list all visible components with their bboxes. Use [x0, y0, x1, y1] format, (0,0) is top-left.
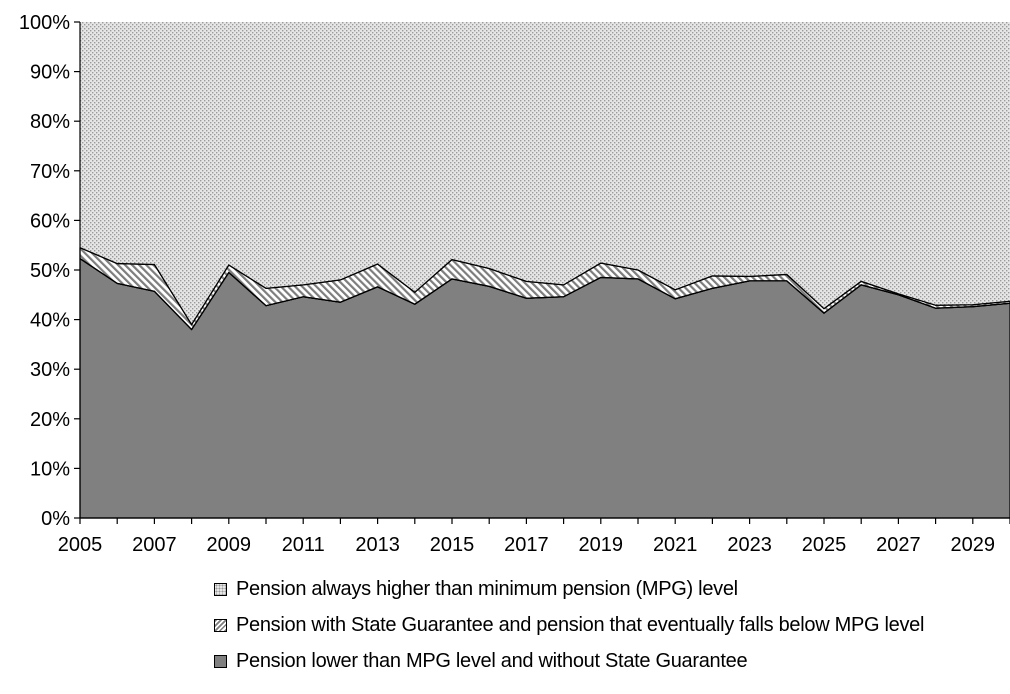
- y-tick-label: 20%: [30, 409, 70, 431]
- y-tick-label: 90%: [30, 62, 70, 84]
- legend-swatch-solid: [214, 655, 227, 668]
- x-tick-label: 2009: [207, 534, 252, 556]
- y-tick-label: 100%: [19, 12, 70, 34]
- series-boundary-line: [79, 258, 1010, 331]
- x-tick-label: 2019: [579, 534, 624, 556]
- legend-label: Pension lower than MPG level and without…: [236, 650, 748, 672]
- legend-item-always-higher: Pension always higher than minimum pensi…: [214, 578, 738, 601]
- x-tick-label: 2007: [132, 534, 177, 556]
- x-tick-label: 2027: [876, 534, 921, 556]
- axes-layer: [74, 21, 1010, 524]
- y-tick-label: 60%: [30, 210, 70, 232]
- legend-swatch-hatched: [214, 619, 227, 632]
- x-tick-label: 2015: [430, 534, 475, 556]
- area-always-higher: [80, 22, 1010, 325]
- legend-swatch-dotted: [214, 583, 227, 596]
- y-tick-label: 10%: [30, 458, 70, 480]
- x-tick-label: 2011: [282, 534, 325, 556]
- x-tick-label: 2005: [58, 534, 103, 556]
- legend-item-lower-than-mpg: Pension lower than MPG level and without…: [214, 650, 748, 673]
- x-tick-label: 2021: [653, 534, 698, 556]
- legend-item-state-guarantee: Pension with State Guarantee and pension…: [214, 614, 924, 637]
- x-axis-tick-labels: 2005 2007 2009 2011 2013 2015 2017 2019 2021 2023…: [58, 534, 995, 556]
- legend-label: Pension always higher than minimum pensi…: [236, 578, 738, 600]
- y-tick-label: 30%: [30, 359, 70, 381]
- x-tick-label: 2025: [802, 534, 847, 556]
- stacked-area-chart: 0%10%20%30%40%50%60%70%80%90%100% 2005 20…: [19, 12, 1010, 556]
- x-tick-label: 2013: [355, 534, 400, 556]
- y-tick-label: 70%: [30, 161, 70, 183]
- legend-label: Pension with State Guarantee and pension…: [236, 614, 925, 636]
- y-tick-label: 80%: [30, 111, 70, 133]
- area-layer: [79, 22, 1010, 519]
- x-tick-label: 2023: [727, 534, 772, 556]
- y-tick-label: 40%: [30, 310, 70, 332]
- series-boundary-line: [79, 247, 1010, 326]
- y-tick-label: 0%: [41, 508, 70, 530]
- x-tick-label: 2029: [951, 534, 996, 556]
- x-tick-label: 2017: [504, 534, 549, 556]
- y-tick-label: 50%: [30, 260, 70, 282]
- y-axis-tick-labels: 0% 10% 20% 30% 40% 50% 60% 70% 80% 90% 100%: [19, 12, 70, 530]
